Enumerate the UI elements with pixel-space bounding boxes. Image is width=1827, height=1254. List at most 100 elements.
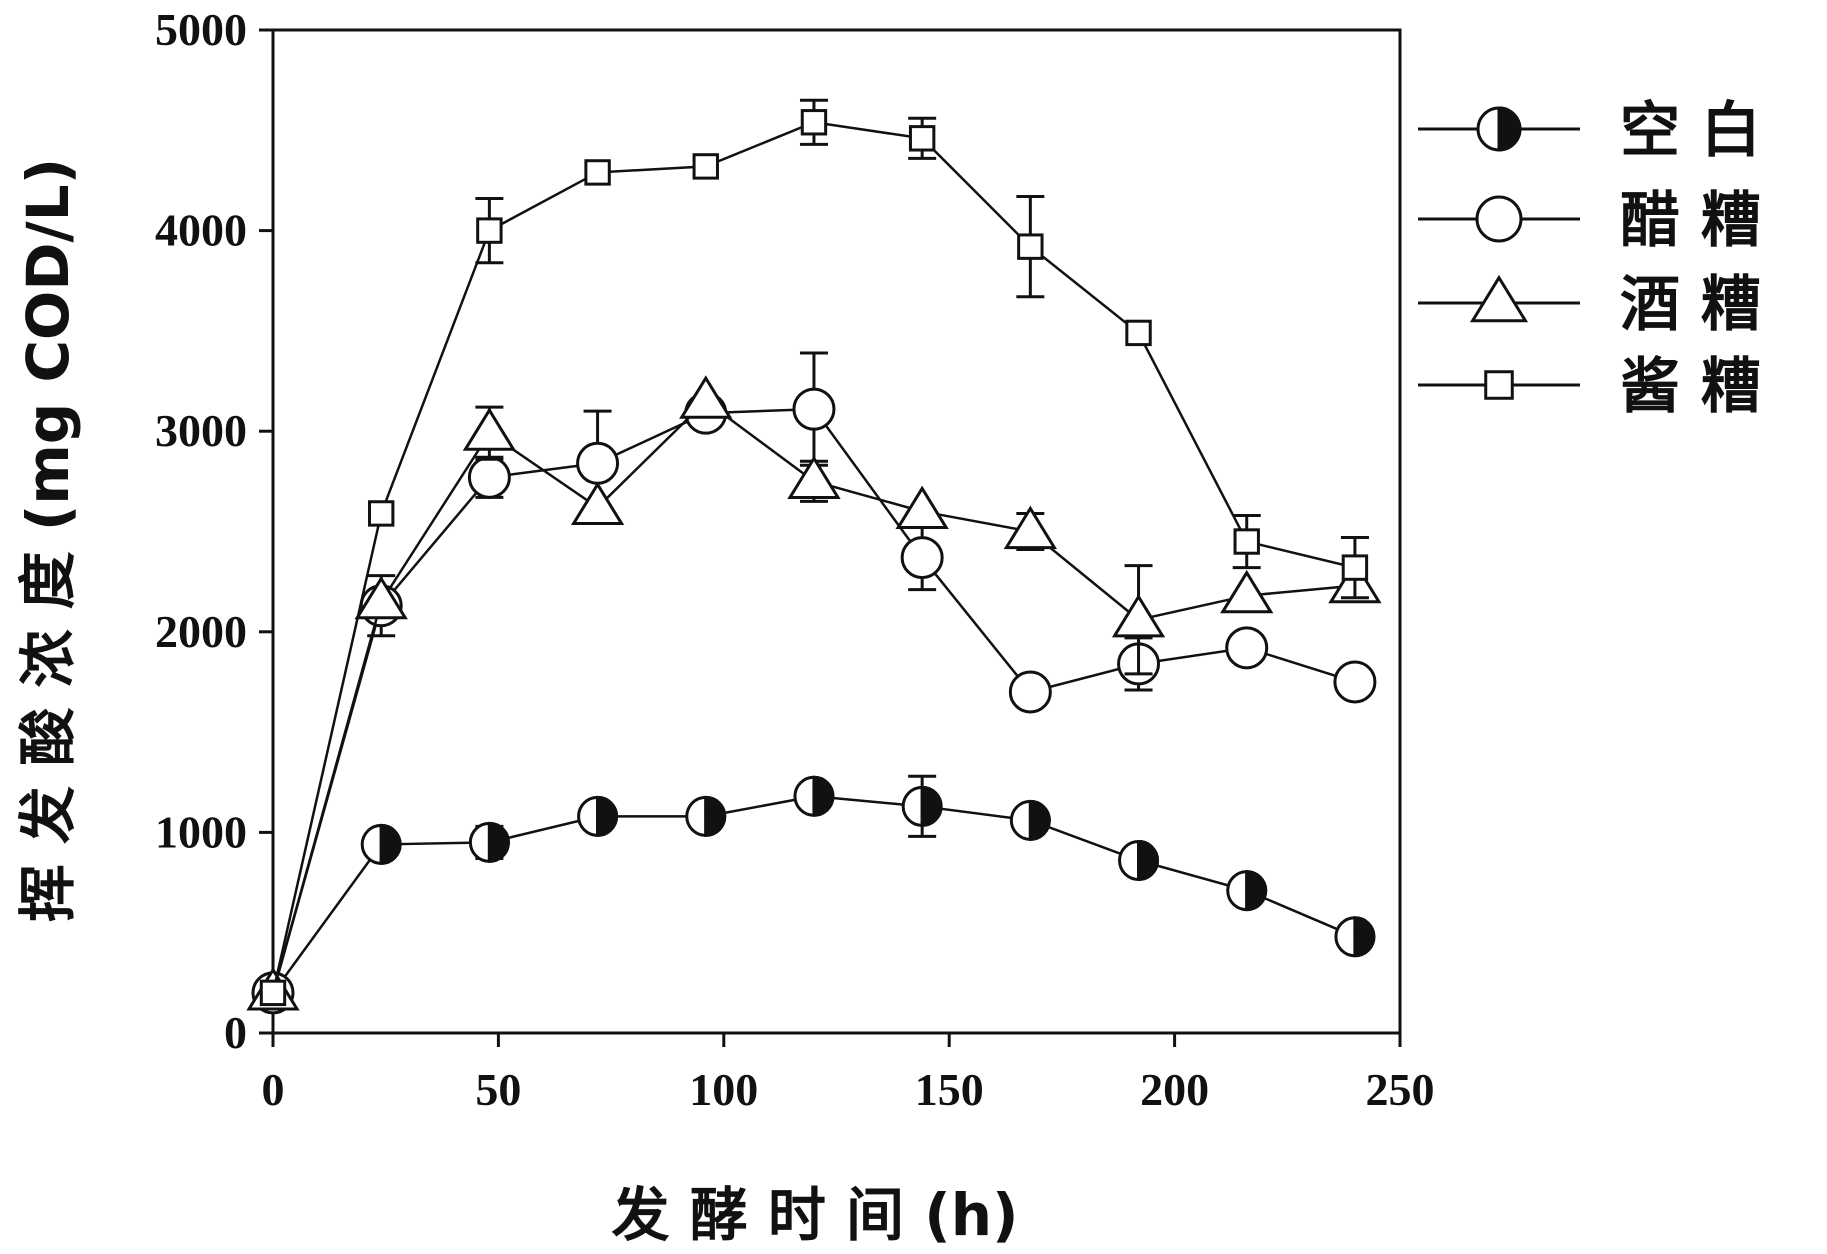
open-triangle-marker <box>1469 274 1529 323</box>
y-axis: 0 1000 2000 3000 4000 5000 <box>155 4 273 1058</box>
x-tick-label: 100 <box>689 1064 758 1115</box>
open-circle-marker <box>900 536 944 580</box>
open-triangle-marker <box>895 485 949 530</box>
open-circle-marker <box>467 455 511 499</box>
open-circle-marker <box>576 441 620 485</box>
open-triangle-marker <box>787 455 841 499</box>
x-tick-label: 0 <box>262 1064 285 1115</box>
x-tick-label: 50 <box>475 1064 521 1115</box>
open-square-marker <box>1017 233 1044 260</box>
x-tick-label: 200 <box>1140 1064 1209 1115</box>
half-filled-circle-fill <box>704 795 727 837</box>
data-point <box>679 375 733 419</box>
data-point <box>570 481 625 526</box>
open-triangle-marker <box>354 575 408 620</box>
legend-item: 空 白 <box>1418 96 1761 166</box>
x-axis-title: 发 酵 时 间 (h) <box>611 1181 1018 1249</box>
half-filled-circle-fill <box>812 775 835 817</box>
data-point <box>462 407 517 451</box>
legend-label: 酱 糟 <box>1620 352 1761 422</box>
half-filled-circle-fill <box>487 821 510 863</box>
data-point <box>360 823 402 865</box>
data-point <box>793 775 835 817</box>
data-point <box>1118 839 1160 881</box>
data-point <box>1225 626 1269 670</box>
data-point <box>908 125 936 152</box>
open-triangle-marker <box>462 407 517 451</box>
data-point <box>685 795 727 837</box>
legend-item: 醋 糟 <box>1418 186 1761 256</box>
legend: 空 白醋 糟酒 糟酱 糟 <box>1418 96 1761 422</box>
open-square-marker <box>584 159 611 186</box>
data-point <box>787 455 841 499</box>
data-point <box>1226 870 1268 912</box>
data-point <box>259 979 287 1007</box>
open-triangle-marker <box>1220 569 1274 614</box>
y-tick-label: 0 <box>224 1007 247 1058</box>
data-point <box>467 455 511 499</box>
series-open-square <box>259 98 1369 1007</box>
data-point <box>692 153 719 180</box>
open-square-marker <box>800 109 828 136</box>
data-point <box>1220 569 1274 614</box>
open-circle-marker <box>792 387 836 431</box>
data-point <box>468 821 510 863</box>
legend-label: 空 白 <box>1620 96 1761 166</box>
half-filled-circle-fill <box>1497 106 1522 152</box>
half-filled-circle-fill <box>379 823 402 865</box>
y-tick-label: 5000 <box>155 4 247 55</box>
open-circle-marker <box>1333 660 1377 704</box>
data-point <box>576 441 620 485</box>
series-line <box>271 120 1356 994</box>
data-point <box>1009 799 1051 841</box>
y-tick-label: 1000 <box>155 806 247 857</box>
data-point <box>792 387 836 431</box>
data-point <box>800 109 828 136</box>
series-open-circle <box>251 351 1377 1015</box>
x-tick-label: 150 <box>915 1064 984 1115</box>
data-point <box>476 217 503 244</box>
data-point <box>1341 554 1369 581</box>
open-square-marker <box>259 979 287 1007</box>
x-tick-label: 250 <box>1366 1064 1435 1115</box>
y-tick-label: 2000 <box>155 606 247 657</box>
half-filled-circle-fill <box>920 785 943 827</box>
open-square-marker <box>476 217 503 244</box>
half-filled-circle-fill <box>1137 839 1159 881</box>
data-point <box>577 795 619 837</box>
open-square-marker <box>908 125 936 152</box>
open-triangle-marker <box>1003 505 1058 550</box>
data-point <box>1008 670 1052 714</box>
open-square-marker <box>1233 528 1260 555</box>
half-filled-circle-fill <box>1245 870 1268 912</box>
data-point <box>900 536 944 580</box>
x-axis: 0 50 100 150 200 250 <box>262 1033 1435 1115</box>
open-square-marker <box>367 500 395 527</box>
open-triangle-marker <box>570 481 625 526</box>
open-square-marker <box>1125 319 1152 347</box>
plot-border <box>271 28 1402 1035</box>
plot-area <box>271 28 1402 1035</box>
open-triangle-marker <box>1111 593 1166 638</box>
open-square-marker <box>1341 554 1369 581</box>
open-square-marker <box>692 153 719 180</box>
series-line <box>271 795 1356 994</box>
data-point <box>1017 233 1044 260</box>
data-point <box>1333 660 1377 704</box>
legend-label: 酒 糟 <box>1620 270 1761 340</box>
data-point <box>895 485 949 530</box>
data-point <box>584 159 611 186</box>
open-circle-marker <box>1225 626 1269 670</box>
data-point <box>1334 916 1376 958</box>
legend-item: 酒 糟 <box>1418 270 1761 340</box>
data-point <box>1003 505 1058 550</box>
series-half-filled-circle <box>252 774 1376 1014</box>
half-filled-circle-fill <box>1353 916 1376 958</box>
y-tick-label: 4000 <box>155 205 247 256</box>
data-point <box>1125 319 1152 347</box>
data-point <box>1111 593 1166 638</box>
data-point <box>901 785 943 827</box>
series-layer <box>246 98 1382 1015</box>
legend-label: 醋 糟 <box>1620 186 1761 256</box>
